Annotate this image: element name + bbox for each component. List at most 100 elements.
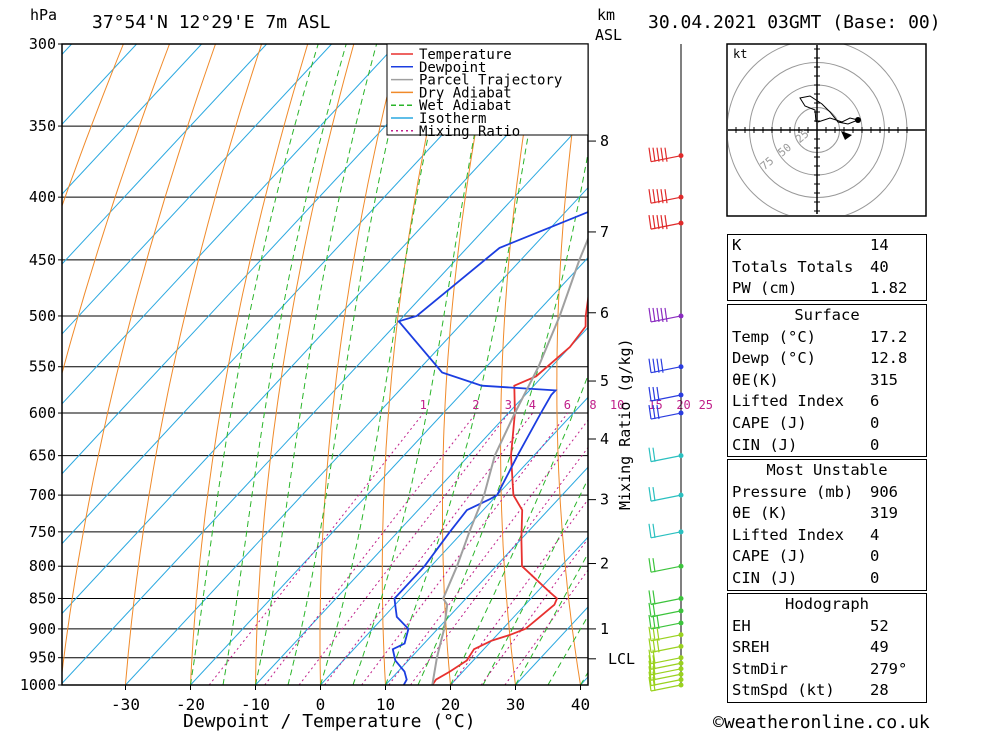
wind-barb-feather [656,386,660,402]
mixing-ratio-label: 2 [472,398,479,412]
height-unit-top: km [597,6,615,24]
mixing-ratio-line [264,412,477,685]
mixing-ratio-label: 1 [420,398,427,412]
wind-barb-feather [652,189,656,204]
table-row: θE (K) 319 [728,503,927,525]
dry-adiabat [125,44,263,685]
wind-barb-feather [648,386,652,402]
dry-adiabat [381,44,447,685]
row-label: Lifted Index [732,525,844,544]
isotherm-line [450,536,588,685]
wind-barb-feather [656,404,660,420]
row-label: CIN (J) [732,435,798,454]
row-value: 319 [870,504,898,523]
wind-barb [650,662,682,670]
wind-barb-feather [652,386,656,402]
wind-barb-feather [660,147,664,162]
legend-entry: Isotherm [419,111,486,127]
series-temperature [431,292,588,685]
height-tick-label: 4 [600,430,609,448]
wet-adiabat [320,44,449,685]
height-tick-label: 3 [600,491,609,509]
wind-barb [650,494,682,502]
wind-barb-feather [656,215,660,230]
isotherm-line [62,44,462,475]
dry-adiabat [953,44,1000,685]
wind-barb-feather [648,626,652,641]
temperature-tick-label: 20 [441,695,460,714]
wind-barb-feather [664,147,668,162]
height-tick-label: 6 [600,304,609,322]
wind-barb-feather [648,590,652,605]
table-row: CAPE (J) 0 [728,546,927,568]
wind-barb-feather [648,660,652,675]
wind-barb-feather [648,666,652,681]
row-value: 315 [870,370,898,389]
wind-barb-feather [664,215,668,230]
most-unstable-table: Most Unstable Pressure (mb) 906 θE (K) 319 Li… [727,459,927,591]
wind-barb-feather [656,189,660,204]
wind-barb-feather [652,447,656,462]
pressure-tick-label: 400 [29,188,56,206]
wind-barb [650,565,682,573]
wind-barb-feather [656,307,660,323]
row-label: StmDir [732,659,788,678]
temperature-tick-label: -10 [241,695,270,714]
wind-barb-feather [652,147,656,162]
legend-entry: Temperature [419,47,512,63]
wind-barb [650,622,682,630]
wind-barb-feather [656,147,660,162]
wind-barb-feather [648,404,652,420]
isotherm-line [62,44,267,265]
mixing-ratio-line [504,569,588,685]
temperature-tick-label: 0 [316,695,326,714]
table-title: Surface [794,306,860,324]
table-title: Hodograph [785,595,869,613]
dry-adiabat [442,44,493,685]
wet-adiabat [287,44,411,685]
row-label: CIN (J) [732,568,798,587]
wind-barb-feather [660,358,664,373]
row-label: Lifted Index [732,392,844,411]
mixing-ratio-label: 6 [564,398,571,412]
wind-barb-feather [660,307,664,323]
wind-barb [650,657,682,665]
dry-adiabat [62,44,216,677]
wind-barb [650,684,682,692]
row-label: CAPE (J) [732,547,807,566]
row-label: SREH [732,638,770,657]
row-label: CAPE (J) [732,413,807,432]
height-unit-bottom: ASL [595,26,622,44]
row-value: 279° [870,659,908,678]
storm-motion-marker [841,131,852,140]
legend-entry: Wet Adiabat [419,98,512,114]
background-lines [62,44,1000,685]
wet-adiabat [482,478,588,685]
table-row: Totals Totals 40 [728,257,927,279]
wind-barb-feather [652,487,656,502]
wind-barb-feather [648,655,652,670]
copyright: ©weatheronline.co.uk [713,712,930,733]
wet-adiabat [255,44,378,685]
wind-barb-feather [648,447,652,462]
legend-entry: Dewpoint [419,60,486,76]
dry-adiabat [500,44,539,685]
wind-barb-feather [648,523,652,538]
wind-barb [650,634,682,642]
row-label: Dewp (°C) [732,349,816,368]
row-value: 28 [870,681,889,700]
mixing-ratio-label: 20 [676,398,690,412]
row-value: 1.82 [870,279,908,298]
row-value: 6 [870,392,880,411]
height-tick-label: 1 [600,620,609,638]
isotherm-line [190,256,588,685]
table-row: PW (cm) 1.82 [728,278,927,300]
table-row: Lifted Index 6 [728,391,927,413]
wind-profile [648,44,684,692]
wet-adiabat [450,374,588,685]
wind-barb-feather [648,215,652,230]
mixing-ratio-label: 10 [610,398,624,412]
dry-adiabat [319,44,401,685]
pressure-tick-label: 500 [29,307,56,325]
